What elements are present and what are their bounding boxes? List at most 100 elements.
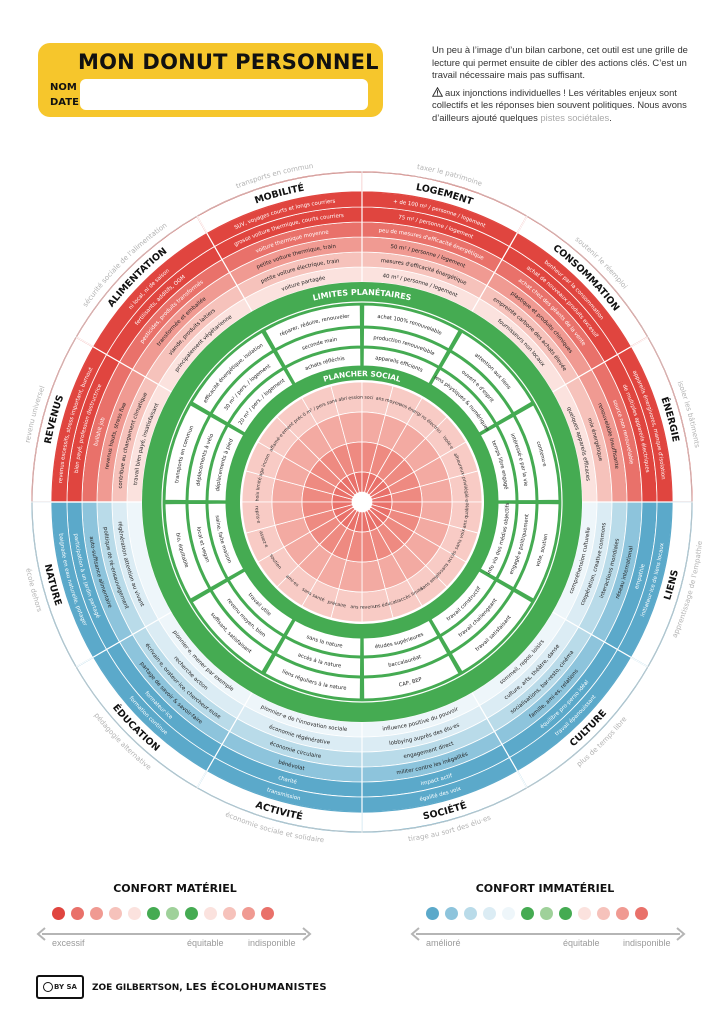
limites-cell <box>211 351 284 424</box>
intro-hint: pistes sociétales <box>540 111 610 123</box>
limites-cell <box>191 331 274 414</box>
plancher-item: assez·e <box>258 531 269 549</box>
outer-boundary <box>31 171 693 833</box>
brand: LES ÉCOLOHUMANISTES <box>185 981 327 993</box>
limites-cell <box>430 368 496 434</box>
name-date-field[interactable] <box>80 79 368 110</box>
legend-dot <box>578 907 591 920</box>
legend-material-arrow <box>42 933 306 935</box>
limites-cell <box>285 619 362 657</box>
sector-divider <box>552 328 662 393</box>
sector-divider <box>188 692 253 802</box>
limites-cell <box>228 368 294 434</box>
legend-dot <box>616 907 629 920</box>
sector-divider <box>471 202 536 312</box>
donut-hole <box>352 492 372 512</box>
limites-cell <box>228 570 294 636</box>
sector-divider <box>62 611 172 676</box>
legend-dot <box>502 907 515 920</box>
limites-cell <box>450 331 533 414</box>
limites-cell <box>285 347 362 385</box>
legend-dot <box>128 907 141 920</box>
legend-immaterial-dots <box>426 907 648 920</box>
legend-material-right: indisponible <box>248 938 296 948</box>
legend-immaterial-mid: équitable <box>563 938 600 948</box>
legend-dot <box>223 907 236 920</box>
legend-material-left: excessif <box>52 938 85 948</box>
limites-cell <box>440 351 513 424</box>
legend-dot <box>635 907 648 920</box>
legend-dot <box>90 907 103 920</box>
intro-paragraph-2: aux injonctions individuelles ! Les véri… <box>432 86 697 125</box>
arrow-left-icon <box>410 927 420 941</box>
limites-cell <box>275 637 362 677</box>
credits: ZOE GILBERTSON, LES ÉCOLOHUMANISTES <box>92 982 327 993</box>
limites-cell <box>430 570 496 636</box>
legend-immaterial-right: indisponible <box>623 938 671 948</box>
legend-immaterial-arrow <box>416 933 680 935</box>
limites-cell <box>362 347 439 385</box>
limites-cell <box>362 327 449 367</box>
plancher-item: sans abri <box>326 396 347 407</box>
limites-cell <box>362 619 439 657</box>
limites-cell <box>362 637 449 677</box>
sector-divider <box>552 611 662 676</box>
legend-dot <box>464 907 477 920</box>
name-label: NOM <box>50 82 77 93</box>
legend-dot <box>261 907 274 920</box>
limites-cell <box>514 503 560 600</box>
limites-cell <box>440 580 513 653</box>
sector-item: charité <box>277 775 298 786</box>
limites-cell <box>479 502 517 579</box>
legend-dot <box>445 907 458 920</box>
legend-dot <box>483 907 496 920</box>
limites-cell <box>514 404 560 501</box>
limites-cell <box>164 404 210 501</box>
license-badge: BY SA <box>36 975 84 999</box>
limites-cell <box>497 502 537 589</box>
plancher-item: repris·e <box>253 506 260 524</box>
limites-cell <box>211 580 284 653</box>
limites-cell <box>164 503 210 600</box>
limites-cell <box>363 304 460 350</box>
limites-cell <box>264 654 361 700</box>
limites-item: CAP, BEP <box>398 677 422 689</box>
sector-divider <box>188 202 253 312</box>
legend-material-dots <box>52 907 274 920</box>
legend-dot <box>166 907 179 920</box>
plancher-item: précaire <box>327 599 347 609</box>
limites-cell <box>207 425 245 502</box>
legend-dot <box>242 907 255 920</box>
page-title: MON DONUT PERSONNEL <box>78 50 379 74</box>
legend-material-mid: équitable <box>187 938 224 948</box>
legend-dot <box>204 907 217 920</box>
intro-warning-text: aux injonctions individuelles ! Les véri… <box>432 86 687 123</box>
legend-immaterial-left: amélioré <box>426 938 461 948</box>
intro-period: . <box>609 111 612 123</box>
limites-cell <box>450 590 533 673</box>
arrow-right-icon <box>676 927 686 941</box>
legend-material-title: CONFORT MATÉRIEL <box>113 882 237 895</box>
limites-cell <box>275 327 362 367</box>
author: ZOE GILBERTSON, <box>92 982 183 993</box>
legend-dot <box>71 907 84 920</box>
intro-text: Un peu à l’image d’un bilan carbone, cet… <box>432 44 697 129</box>
cc-icon <box>43 982 54 992</box>
sector-divider <box>62 328 172 393</box>
legend-dot <box>426 907 439 920</box>
limites-cell <box>497 415 537 502</box>
limites-cell <box>479 425 517 502</box>
limites-cell <box>191 590 274 673</box>
limites-cell <box>363 654 460 700</box>
warning-icon <box>432 86 443 97</box>
legend-dot <box>52 907 65 920</box>
limites-cell <box>207 502 245 579</box>
legend-dot <box>559 907 572 920</box>
date-label: DATE <box>50 97 79 108</box>
legend-dot <box>109 907 122 920</box>
legend-dot <box>597 907 610 920</box>
license-text: BY SA <box>54 983 77 991</box>
legend-dot <box>521 907 534 920</box>
sector-divider <box>471 692 536 802</box>
